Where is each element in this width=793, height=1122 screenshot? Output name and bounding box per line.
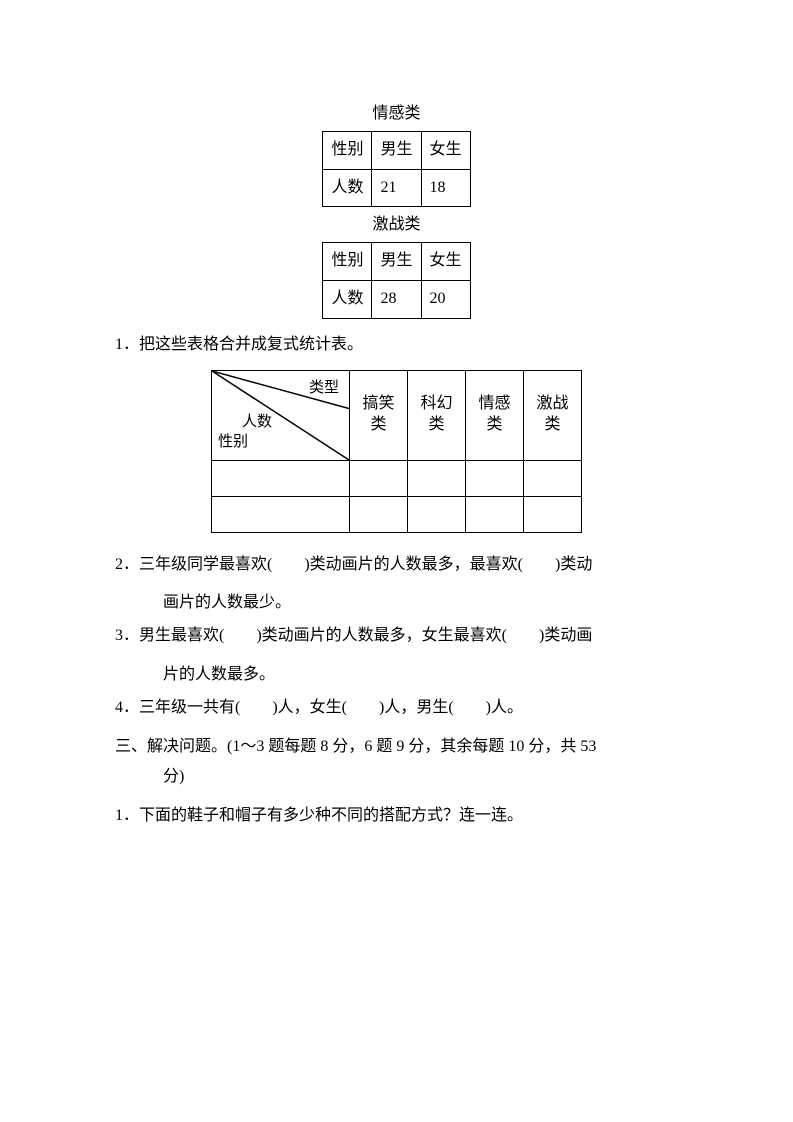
cell-value: 28 xyxy=(372,280,421,318)
blank-cell xyxy=(524,460,582,496)
cell-value: 21 xyxy=(372,169,421,207)
composite-table-wrapper: 类型 人数 性别 搞笑类 科幻类 情感类 激战类 xyxy=(115,370,678,533)
cell-label: 性别 xyxy=(323,243,372,281)
cell-label: 性别 xyxy=(323,131,372,169)
cell-value: 男生 xyxy=(372,243,421,281)
cell-value: 男生 xyxy=(372,131,421,169)
q2-block: 2．三年级同学最喜欢( )类动画片的人数最多，最喜欢( )类动 xyxy=(115,551,678,580)
q3-line2: 片的人数最多。 xyxy=(115,661,678,690)
composite-table: 类型 人数 性别 搞笑类 科幻类 情感类 激战类 xyxy=(211,370,582,533)
q2-line2: 画片的人数最少。 xyxy=(115,589,678,618)
q4-text: 4．三年级一共有( )人，女生( )人，男生( )人。 xyxy=(115,694,678,723)
q3-line1: 3．男生最喜欢( )类动画片的人数最多，女生最喜欢( )类动画 xyxy=(115,627,592,644)
cell-value: 女生 xyxy=(421,243,470,281)
emotion-table-block: 情感类 性别 男生 女生 人数 21 18 xyxy=(115,100,678,207)
table-row: 性别 男生 女生 xyxy=(323,243,470,281)
emotion-table-title: 情感类 xyxy=(115,100,678,129)
battle-table: 性别 男生 女生 人数 28 20 xyxy=(322,242,470,319)
section3-line1: 三、解决问题。(1～3 题每题 8 分，6 题 9 分，其余每题 10 分，共 … xyxy=(115,733,678,762)
q1-text: 1．把这些表格合并成复式统计表。 xyxy=(115,331,678,360)
cell-value: 女生 xyxy=(421,131,470,169)
s3q1-text: 1．下面的鞋子和帽子有多少种不同的搭配方式？连一连。 xyxy=(115,802,678,831)
cell-label: 人数 xyxy=(323,280,372,318)
blank-cell xyxy=(350,496,408,532)
col-header: 情感类 xyxy=(466,370,524,460)
cell-value: 20 xyxy=(421,280,470,318)
section3-line2: 分) xyxy=(115,763,678,792)
table-row: 性别 男生 女生 xyxy=(323,131,470,169)
col-header: 科幻类 xyxy=(408,370,466,460)
cell-label: 人数 xyxy=(323,169,372,207)
composite-header-row: 类型 人数 性别 搞笑类 科幻类 情感类 激战类 xyxy=(212,370,582,460)
cell-value: 18 xyxy=(421,169,470,207)
table-row: 人数 28 20 xyxy=(323,280,470,318)
blank-cell xyxy=(212,496,350,532)
blank-cell xyxy=(466,460,524,496)
table-row: 人数 21 18 xyxy=(323,169,470,207)
blank-cell xyxy=(212,460,350,496)
diagonal-header-cell: 类型 人数 性别 xyxy=(212,370,350,460)
blank-cell xyxy=(524,496,582,532)
blank-row xyxy=(212,496,582,532)
blank-cell xyxy=(408,496,466,532)
blank-cell xyxy=(466,496,524,532)
emotion-table: 性别 男生 女生 人数 21 18 xyxy=(322,131,470,208)
q3-block: 3．男生最喜欢( )类动画片的人数最多，女生最喜欢( )类动画 xyxy=(115,622,678,651)
battle-table-block: 激战类 性别 男生 女生 人数 28 20 xyxy=(115,211,678,318)
col-header: 激战类 xyxy=(524,370,582,460)
diag-label-bottom: 性别 xyxy=(218,429,248,456)
col-header: 搞笑类 xyxy=(350,370,408,460)
blank-cell xyxy=(350,460,408,496)
q2-line1: 2．三年级同学最喜欢( )类动画片的人数最多，最喜欢( )类动 xyxy=(115,556,592,573)
blank-row xyxy=(212,460,582,496)
blank-cell xyxy=(408,460,466,496)
diag-label-top: 类型 xyxy=(309,375,339,402)
battle-table-title: 激战类 xyxy=(115,211,678,240)
